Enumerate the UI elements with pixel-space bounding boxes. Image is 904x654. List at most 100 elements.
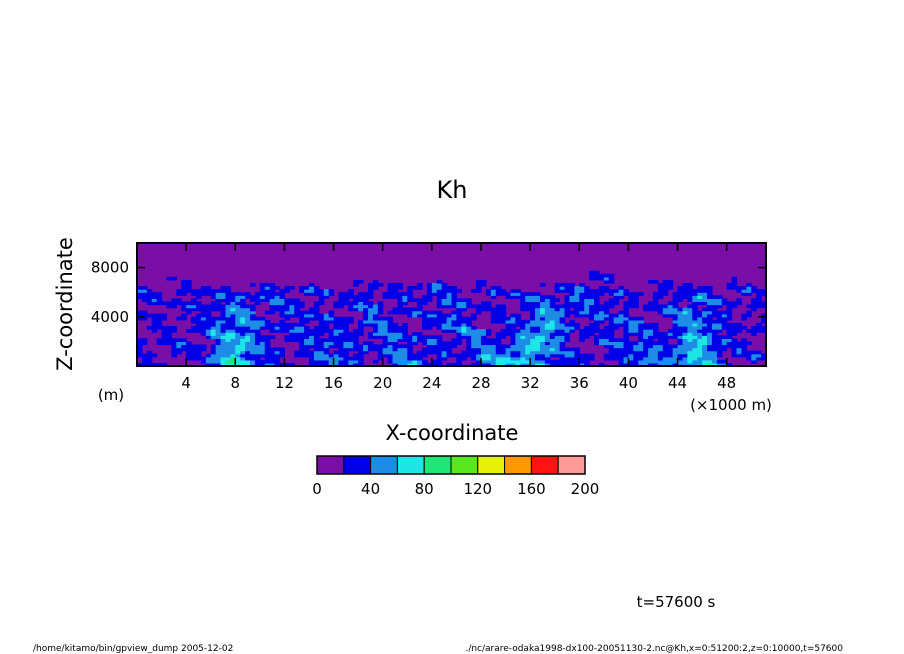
field-cell <box>215 335 222 339</box>
field-cell <box>254 322 261 327</box>
field-cell <box>662 332 669 336</box>
field-cell <box>191 326 197 330</box>
field-cell <box>245 332 251 336</box>
field-cell <box>372 313 379 318</box>
field-cell <box>259 362 266 366</box>
field-cell <box>372 322 379 327</box>
field-cell <box>343 350 349 355</box>
field-cell <box>702 356 708 361</box>
field-cell <box>240 332 246 336</box>
field-cell <box>220 329 227 333</box>
field-cell <box>657 286 664 290</box>
field-cell <box>559 329 566 333</box>
field-cell <box>363 304 369 309</box>
field-cell <box>594 292 600 296</box>
field-cell <box>328 292 335 296</box>
field-cell <box>195 344 202 349</box>
field-cell <box>500 319 507 324</box>
field-cell <box>259 316 266 321</box>
field-cell <box>584 326 590 330</box>
field-cell <box>200 332 207 336</box>
field-cell <box>589 332 595 336</box>
field-cell <box>628 304 634 309</box>
field-cell <box>195 319 202 324</box>
field-cell <box>672 301 679 306</box>
field-cell <box>343 359 349 364</box>
field-cell <box>579 298 585 303</box>
field-cell <box>431 359 438 364</box>
field-cell <box>682 307 688 312</box>
field-cell <box>746 304 752 309</box>
field-cell <box>436 289 443 293</box>
field-cell <box>608 301 615 306</box>
field-cell <box>289 313 295 318</box>
field-cell <box>181 289 187 293</box>
field-cell <box>535 298 541 303</box>
field-cell <box>569 329 575 333</box>
field-cell <box>338 301 344 306</box>
field-cell <box>358 353 364 358</box>
x-tick-label: 48 <box>717 374 736 392</box>
field-cell <box>338 304 344 309</box>
field-cell <box>225 326 231 330</box>
field-cell <box>259 319 266 324</box>
field-cell <box>628 356 634 361</box>
field-cell <box>392 335 399 339</box>
field-cell <box>308 362 315 366</box>
field-cell <box>151 362 158 366</box>
field-cell <box>554 319 561 324</box>
field-cell <box>191 307 197 312</box>
field-cell <box>250 298 256 303</box>
field-cell <box>618 362 625 366</box>
field-cell <box>594 338 600 342</box>
field-cell <box>245 292 251 296</box>
field-cell <box>657 353 664 358</box>
field-cell <box>657 344 664 349</box>
field-cell <box>304 292 310 296</box>
field-cell <box>225 350 231 355</box>
field-cell <box>343 347 349 352</box>
field-cell <box>377 310 384 315</box>
field-cell <box>451 329 458 333</box>
field-cell <box>520 319 526 324</box>
field-cell <box>485 359 492 364</box>
field-cell <box>171 329 177 333</box>
field-cell <box>205 353 212 358</box>
field-cell <box>505 319 512 324</box>
field-cell <box>652 347 659 352</box>
field-cell <box>240 313 246 318</box>
field-cell <box>220 286 227 290</box>
field-cell <box>667 332 674 336</box>
field-cell <box>721 344 728 349</box>
field-cell <box>161 332 168 336</box>
field-cell <box>215 298 222 303</box>
field-cell <box>195 350 202 355</box>
field-cell <box>643 332 649 336</box>
field-cell <box>623 350 629 355</box>
field-cell <box>353 307 359 312</box>
field-cell <box>240 307 246 312</box>
field-cell <box>716 359 723 364</box>
field-cell <box>387 322 394 327</box>
field-cell <box>308 335 315 339</box>
field-cell <box>294 335 300 339</box>
footer-right: ./nc/arare-odaka1998-dx100-20051130-2.nc… <box>465 644 843 654</box>
field-cell <box>525 292 531 296</box>
field-cell <box>662 359 669 364</box>
field-cell <box>279 319 286 324</box>
field-cell <box>539 344 546 349</box>
field-cell <box>520 347 526 352</box>
field-cell <box>697 341 703 346</box>
field-cell <box>539 307 546 312</box>
field-cell <box>505 332 512 336</box>
field-cell <box>181 347 187 352</box>
field-cell <box>554 362 561 366</box>
field-cell <box>200 310 207 315</box>
field-cell <box>191 292 197 296</box>
field-cell <box>584 353 590 358</box>
field-cell <box>731 301 738 306</box>
field-cell <box>662 353 669 358</box>
field-cell <box>294 350 300 355</box>
field-cell <box>137 353 143 358</box>
field-cell <box>726 301 733 306</box>
